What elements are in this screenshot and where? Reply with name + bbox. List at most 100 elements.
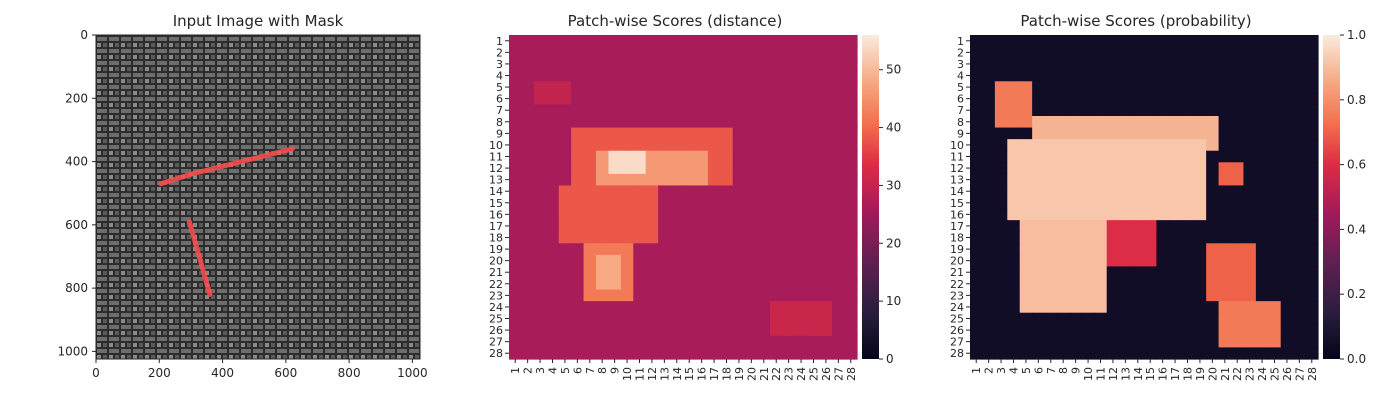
heatmap-cell (1032, 254, 1046, 268)
heatmap-cell (1280, 104, 1294, 117)
heatmap-cell (1305, 139, 1319, 152)
heatmap-cell (620, 58, 634, 71)
heatmap-cell (633, 301, 647, 314)
heatmap-cell (658, 335, 672, 349)
heatmap-cell (1044, 162, 1058, 175)
row-label: 3 (957, 58, 964, 71)
row-label: 28 (489, 347, 503, 360)
heatmap-cell (571, 254, 585, 268)
heatmap-cell (558, 208, 572, 221)
heatmap-cell (1119, 278, 1133, 291)
heatmap-cell (732, 278, 746, 291)
heatmap-cell (695, 301, 709, 314)
heatmap-cell (583, 220, 597, 233)
heatmap-cell (1019, 312, 1033, 325)
heatmap-cell (546, 58, 560, 71)
heatmap-cell (1218, 139, 1232, 152)
heatmap-cell (1193, 46, 1207, 59)
row-label: 4 (496, 70, 503, 83)
heatmap-cell (1181, 69, 1195, 82)
heatmap-cell (571, 92, 585, 106)
heatmap-cell (794, 139, 808, 152)
heatmap-cell (571, 127, 585, 140)
heatmap-cell (608, 278, 622, 291)
heatmap-cell (620, 185, 634, 198)
heatmap-cell (794, 324, 808, 337)
heatmap-cell (583, 289, 597, 302)
heatmap-cell (1193, 69, 1207, 82)
heatmap-cell (1106, 46, 1120, 59)
heatmap-cell (807, 58, 821, 71)
heatmap-cell (770, 347, 784, 360)
row-label: 5 (496, 81, 503, 94)
heatmap-cell (819, 162, 833, 175)
heatmap-cell (571, 335, 585, 349)
row-label: 15 (950, 197, 964, 210)
heatmap-cell (819, 266, 833, 279)
heatmap-cell (658, 254, 672, 268)
heatmap-cell (982, 104, 996, 117)
heatmap-cell (1293, 312, 1307, 325)
heatmap-cell (707, 231, 721, 244)
heatmap-cell (1243, 69, 1257, 82)
heatmap-cell (1156, 301, 1170, 314)
heatmap-cell (1255, 335, 1269, 349)
heatmap-cell (720, 139, 734, 152)
heatmap-cell (695, 139, 709, 152)
heatmap-cell (1131, 278, 1145, 291)
heatmap-cell (1156, 289, 1170, 302)
heatmap-cell (1231, 266, 1245, 279)
heatmap-cell (982, 301, 996, 314)
heatmap-cell (1268, 231, 1282, 244)
row-label: 20 (489, 255, 503, 268)
heatmap-cell (1305, 69, 1319, 82)
heatmap-cell (1218, 266, 1232, 279)
column-label: 21 (758, 367, 771, 381)
column-label: 10 (621, 367, 634, 381)
row-label: 22 (950, 278, 964, 291)
heatmap-cell (982, 347, 996, 360)
heatmap-cell (546, 116, 560, 129)
heatmap-cell (670, 69, 684, 82)
heatmap-cell (970, 58, 984, 71)
heatmap-cell (1032, 185, 1046, 198)
heatmap-cell (1181, 150, 1195, 163)
heatmap-cell (832, 289, 846, 302)
heatmap-cell (970, 150, 984, 163)
heatmap-cell (707, 58, 721, 71)
heatmap-cell (970, 116, 984, 129)
heatmap-cell (658, 220, 672, 233)
colorbar-tick-label: 20 (886, 236, 901, 250)
heatmap-cell (608, 231, 622, 244)
heatmap-cell (1144, 208, 1158, 221)
heatmap-cell (683, 278, 697, 291)
heatmap-cell (970, 104, 984, 117)
heatmap-cell (732, 254, 746, 268)
heatmap-cell (1032, 197, 1046, 210)
heatmap-cell (1069, 69, 1083, 82)
heatmap-cell (1131, 150, 1145, 163)
heatmap-cell (1069, 312, 1083, 325)
heatmap-cell (1007, 185, 1021, 198)
heatmap-cell (1007, 162, 1021, 175)
heatmap-cell (633, 35, 647, 48)
heatmap-cell (1305, 185, 1319, 198)
heatmap-cell (707, 162, 721, 175)
heatmap-cell (745, 312, 759, 325)
heatmap-cell (1255, 69, 1269, 82)
heatmap-cell (1119, 254, 1133, 268)
heatmap-cell (807, 220, 821, 233)
heatmap-cell (1280, 162, 1294, 175)
heatmap-cell (1032, 139, 1046, 152)
heatmap-cell (707, 335, 721, 349)
heatmap-cell (707, 116, 721, 129)
heatmap-cell (509, 139, 523, 152)
heatmap-cell (558, 92, 572, 106)
heatmap-cell (832, 335, 846, 349)
heatmap-cell (1131, 208, 1145, 221)
heatmap-cell (509, 197, 523, 210)
heatmap-cell (1019, 58, 1033, 71)
heatmap-cell (1206, 335, 1220, 349)
heatmap-cell (533, 46, 547, 59)
